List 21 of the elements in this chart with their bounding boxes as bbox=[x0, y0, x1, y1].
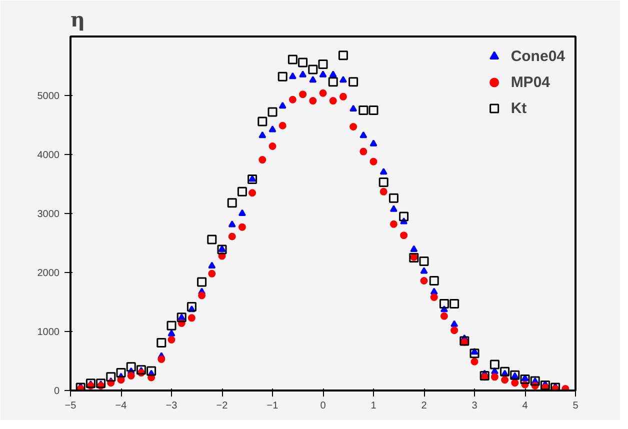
x-tick-label: −4 bbox=[115, 400, 128, 412]
y-tick-label: 3000 bbox=[37, 209, 60, 220]
x-tick-label: 1 bbox=[370, 400, 377, 412]
legend-label: Cone04 bbox=[510, 48, 565, 64]
y-tick-label: 4000 bbox=[37, 150, 60, 161]
x-tick-label: −1 bbox=[266, 400, 279, 412]
y-tick-label: 1000 bbox=[37, 327, 60, 338]
legend-label: MP04 bbox=[510, 74, 550, 90]
y-tick-label: 0 bbox=[54, 386, 60, 397]
x-tick-label: 2 bbox=[421, 400, 428, 412]
x-tick-label: −2 bbox=[216, 400, 228, 412]
x-tick-label: 4 bbox=[522, 400, 528, 412]
x-tick-label: −3 bbox=[166, 400, 178, 412]
x-tick-label: 5 bbox=[572, 400, 579, 412]
y-tick-label: 5000 bbox=[37, 91, 60, 102]
chart-title: η bbox=[70, 8, 86, 32]
x-tick-label: 3 bbox=[472, 400, 478, 412]
legend-label: Kt bbox=[510, 100, 528, 116]
y-tick-label: 2000 bbox=[37, 268, 60, 279]
x-tick-label: −5 bbox=[64, 400, 77, 412]
x-tick-label: 0 bbox=[320, 400, 326, 412]
